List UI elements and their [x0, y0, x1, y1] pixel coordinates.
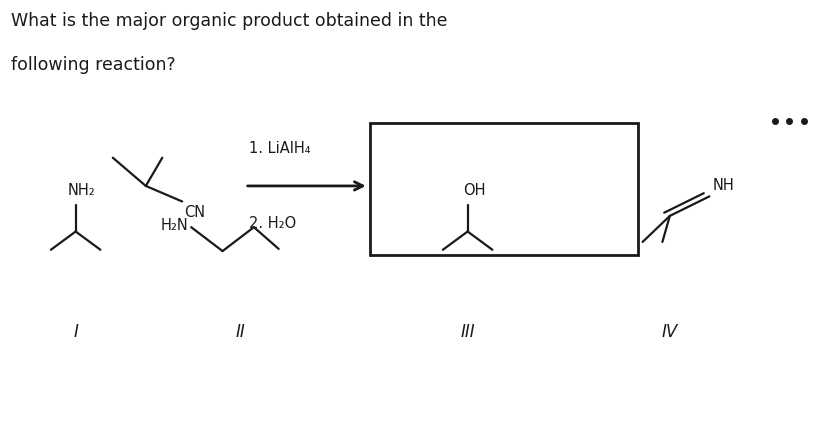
Text: NH₂: NH₂: [67, 183, 95, 198]
Text: NH: NH: [712, 178, 734, 193]
Text: IV: IV: [661, 323, 677, 341]
Bar: [370, 123, 638, 255]
Text: What is the major organic product obtained in the: What is the major organic product obtain…: [12, 12, 447, 30]
Text: OH: OH: [463, 183, 485, 198]
Text: III: III: [460, 323, 475, 341]
Text: II: II: [236, 323, 246, 341]
Text: H₂N: H₂N: [160, 218, 189, 232]
Text: 1. LiAlH₄: 1. LiAlH₄: [249, 141, 310, 156]
Text: CN: CN: [184, 205, 205, 220]
Text: I: I: [73, 323, 78, 341]
Text: 2. H₂O: 2. H₂O: [249, 216, 296, 231]
Text: following reaction?: following reaction?: [12, 55, 175, 74]
